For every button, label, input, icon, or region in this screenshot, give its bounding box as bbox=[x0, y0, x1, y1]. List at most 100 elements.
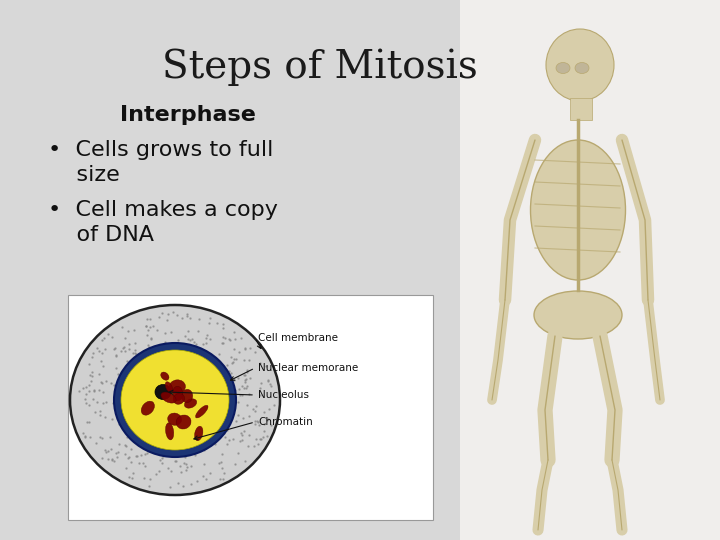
Point bbox=[217, 475, 229, 483]
Point bbox=[242, 368, 253, 376]
Point bbox=[107, 415, 118, 423]
Point bbox=[254, 384, 266, 393]
Ellipse shape bbox=[575, 63, 589, 73]
Point bbox=[107, 455, 118, 464]
Point bbox=[191, 339, 202, 348]
Point bbox=[260, 361, 271, 370]
Ellipse shape bbox=[121, 350, 229, 450]
Point bbox=[199, 460, 210, 468]
Point bbox=[248, 442, 260, 450]
Point bbox=[249, 417, 261, 426]
Point bbox=[140, 450, 151, 458]
Point bbox=[73, 387, 85, 395]
Point bbox=[80, 390, 91, 399]
Point bbox=[116, 323, 127, 332]
Point bbox=[201, 338, 212, 347]
Point bbox=[120, 334, 131, 342]
Point bbox=[133, 459, 145, 468]
Point bbox=[176, 314, 187, 322]
Point bbox=[83, 401, 94, 409]
Point bbox=[218, 428, 230, 437]
Point bbox=[181, 309, 193, 318]
Point bbox=[239, 345, 251, 354]
Point bbox=[223, 436, 235, 444]
Point bbox=[225, 336, 236, 345]
Point bbox=[165, 328, 176, 336]
Point bbox=[243, 356, 255, 364]
Point bbox=[200, 334, 212, 342]
Point bbox=[105, 444, 117, 453]
Point bbox=[169, 457, 181, 465]
Point bbox=[159, 328, 171, 337]
Point bbox=[186, 480, 197, 488]
Point bbox=[223, 366, 235, 375]
Point bbox=[135, 451, 147, 460]
Point bbox=[235, 436, 247, 445]
Point bbox=[106, 455, 117, 463]
Point bbox=[215, 475, 226, 484]
Point bbox=[108, 457, 120, 466]
Ellipse shape bbox=[194, 426, 203, 441]
Ellipse shape bbox=[169, 380, 186, 394]
Point bbox=[209, 440, 220, 448]
Point bbox=[140, 321, 152, 330]
Point bbox=[127, 474, 138, 482]
Point bbox=[264, 404, 275, 413]
Point bbox=[254, 434, 266, 443]
Point bbox=[258, 433, 269, 441]
Point bbox=[235, 333, 247, 342]
Point bbox=[100, 448, 112, 456]
Point bbox=[238, 356, 250, 364]
Point bbox=[84, 371, 96, 380]
Point bbox=[86, 372, 98, 381]
Point bbox=[266, 382, 277, 390]
Point bbox=[236, 430, 248, 439]
Point bbox=[142, 315, 153, 324]
Point bbox=[91, 343, 102, 352]
Point bbox=[228, 354, 240, 363]
Point bbox=[79, 394, 91, 403]
Point bbox=[249, 420, 261, 428]
Point bbox=[216, 450, 228, 459]
Point bbox=[167, 307, 179, 316]
Point bbox=[239, 344, 251, 353]
Ellipse shape bbox=[173, 386, 183, 401]
Point bbox=[145, 334, 156, 342]
Point bbox=[174, 462, 186, 470]
Point bbox=[184, 335, 196, 344]
Ellipse shape bbox=[166, 423, 174, 440]
Point bbox=[120, 464, 132, 472]
Point bbox=[145, 474, 156, 483]
Point bbox=[84, 360, 95, 368]
Point bbox=[114, 420, 126, 428]
Point bbox=[121, 357, 132, 366]
Point bbox=[239, 376, 251, 384]
Point bbox=[130, 452, 142, 461]
Point bbox=[100, 377, 112, 386]
Point bbox=[219, 433, 230, 442]
Point bbox=[107, 399, 119, 407]
Ellipse shape bbox=[556, 63, 570, 73]
Bar bbox=[460, 0, 720, 540]
Point bbox=[252, 416, 264, 425]
Point bbox=[104, 433, 116, 442]
Point bbox=[222, 440, 233, 448]
Point bbox=[216, 338, 228, 347]
Point bbox=[86, 376, 97, 385]
Point bbox=[157, 451, 168, 460]
Point bbox=[211, 318, 222, 327]
Point bbox=[78, 433, 90, 441]
Point bbox=[94, 407, 106, 415]
Point bbox=[143, 340, 154, 349]
Point bbox=[235, 429, 247, 438]
Point bbox=[265, 421, 276, 429]
Point bbox=[128, 326, 140, 335]
Point bbox=[123, 473, 135, 482]
Point bbox=[237, 414, 248, 422]
Point bbox=[130, 345, 141, 354]
Point bbox=[258, 427, 270, 435]
Ellipse shape bbox=[114, 343, 236, 457]
Bar bbox=[570, 98, 592, 120]
Point bbox=[201, 330, 212, 339]
Point bbox=[153, 313, 165, 321]
